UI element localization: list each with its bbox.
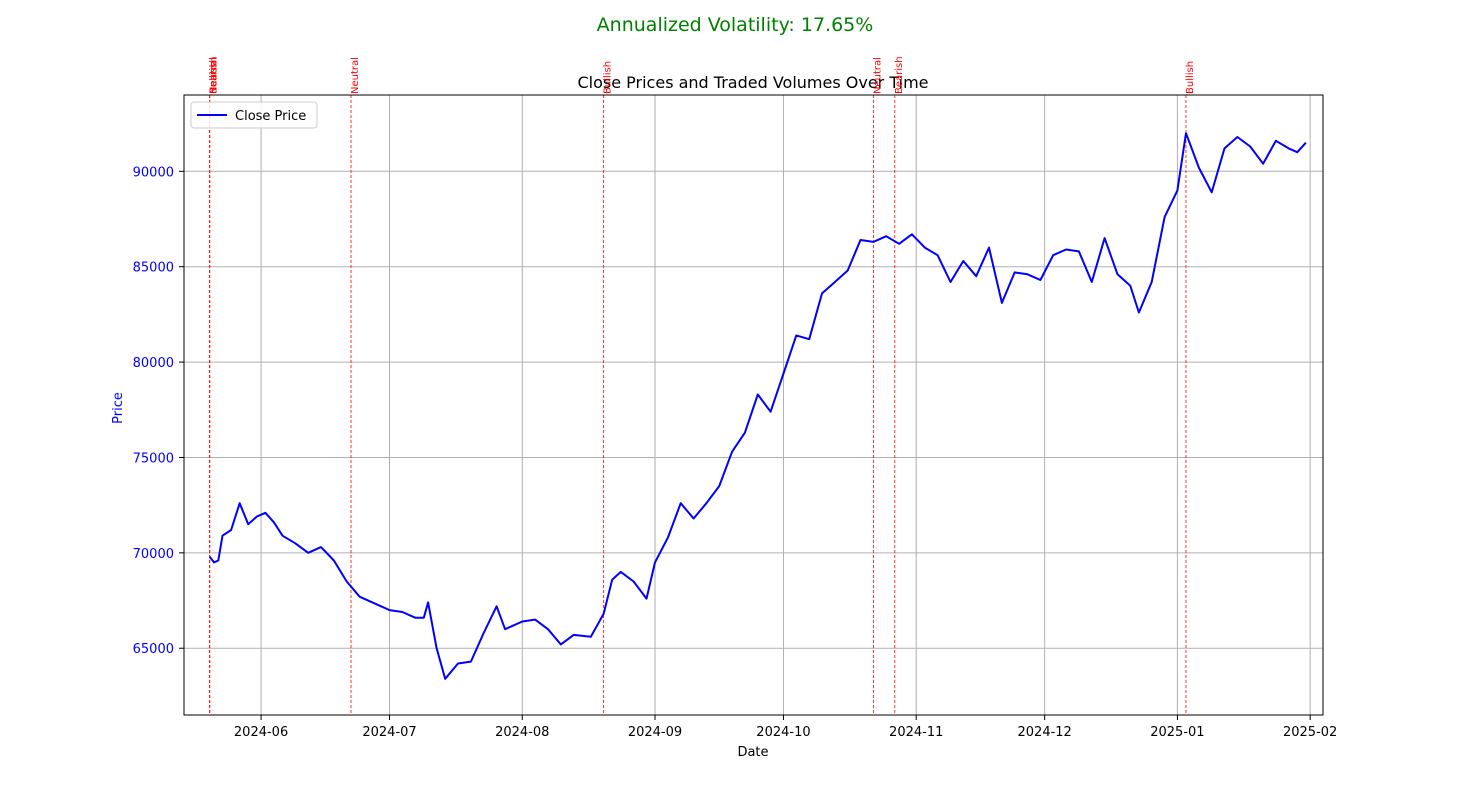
x-tick-label: 2024-11 [889,725,943,740]
y-tick-label: 85000 [133,261,174,276]
x-tick-label: 2024-07 [362,725,416,740]
annotation-label: Neutral [350,57,361,94]
series-layer [208,132,1307,680]
x-axis-label: Date [737,745,768,760]
annotation-label: Bullish [1185,61,1196,94]
y-tick-label: 65000 [133,642,174,657]
x-tick-label: 2025-02 [1283,725,1337,740]
annotation-label: Bullish [209,61,220,94]
annotation-label: Neutral [872,57,883,94]
annotation-label: Bearish [209,56,220,94]
x-tick-label: 2024-06 [234,725,288,740]
y-tick-label: 70000 [133,547,174,562]
annotation-lines [209,95,1187,715]
chart-suptitle: Annualized Volatility: 17.65% [597,14,874,36]
series-line-close-price [208,132,1307,680]
annotation-label: Neutral [209,57,220,94]
annotation-label: Bullish [603,61,614,94]
y-tick-label: 75000 [133,451,174,466]
legend-label-close-price: Close Price [235,109,306,124]
grid-layer [184,95,1323,715]
x-tick-label: 2024-12 [1018,725,1072,740]
x-axis-ticks: 2024-06 2024-07 2024-08 2024-09 2024-10 2024-… [234,715,1337,740]
y-tick-label: 90000 [133,165,174,180]
plot-frame [183,94,1324,716]
y-axis-label: Price [111,392,126,424]
x-tick-label: 2024-09 [628,725,682,740]
legend-box [190,101,318,129]
legend: Close Price [190,101,318,129]
annotation-label: Bearish [894,56,905,94]
chart-title: Close Prices and Traded Volumes Over Tim… [577,73,928,92]
x-tick-label: 2025-01 [1150,725,1204,740]
y-tick-label: 80000 [133,356,174,371]
x-tick-label: 2024-08 [495,725,549,740]
y-axis-ticks: 65000 70000 75000 80000 85000 90000 [133,165,184,657]
x-tick-label: 2024-10 [756,725,810,740]
